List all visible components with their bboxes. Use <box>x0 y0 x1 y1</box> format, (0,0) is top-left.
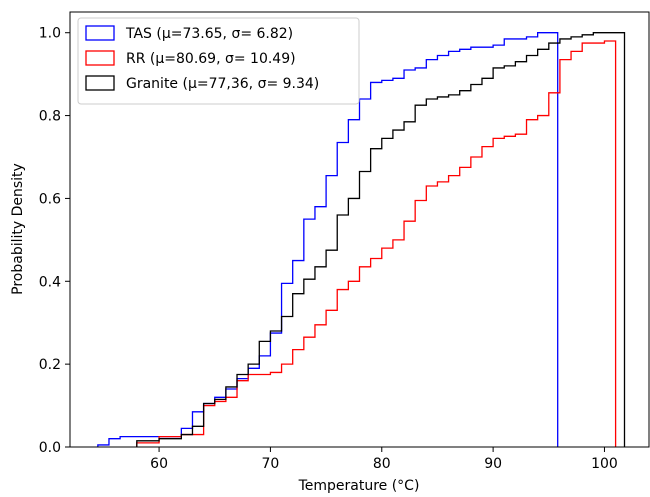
legend-swatch-granite <box>85 75 115 91</box>
x-tick-label: 90 <box>484 456 502 472</box>
x-tick-label: 60 <box>150 456 168 472</box>
y-tick-label: 0.8 <box>39 109 61 125</box>
y-tick-label: 0.0 <box>39 440 61 456</box>
y-axis-label: Probability Density <box>10 163 26 295</box>
series-layer <box>97 32 626 447</box>
y-tick-label: 0.4 <box>39 274 61 290</box>
legend-box <box>77 17 360 105</box>
x-tick-label: 80 <box>373 456 391 472</box>
legend-swatch-rr <box>85 50 115 66</box>
legend-label-tas: TAS (μ=73.65, σ= 6.82) <box>125 26 293 42</box>
legend-label-rr: RR (μ=80.69, σ= 10.49) <box>126 51 296 67</box>
y-tick-label: 0.6 <box>39 191 61 207</box>
legend-swatch-tas <box>85 25 115 41</box>
legend-label-granite: Granite (μ=77,36, σ= 9.34) <box>126 76 319 92</box>
y-tick-label: 0.2 <box>39 357 61 373</box>
x-axis-label: Temperature (°C) <box>298 478 420 494</box>
x-tick-label: 100 <box>591 456 618 472</box>
x-axis-ticks: 60 70 80 90 100 <box>150 447 618 472</box>
plot-frame <box>69 11 650 448</box>
legend: TAS (μ=73.65, σ= 6.82) RR (μ=80.69, σ= 1… <box>77 17 360 105</box>
y-axis-ticks: 0.0 0.2 0.4 0.6 0.8 1.0 <box>39 26 70 456</box>
y-tick-label: 1.0 <box>39 26 61 42</box>
granite-series <box>136 32 626 447</box>
x-tick-label: 70 <box>262 456 280 472</box>
